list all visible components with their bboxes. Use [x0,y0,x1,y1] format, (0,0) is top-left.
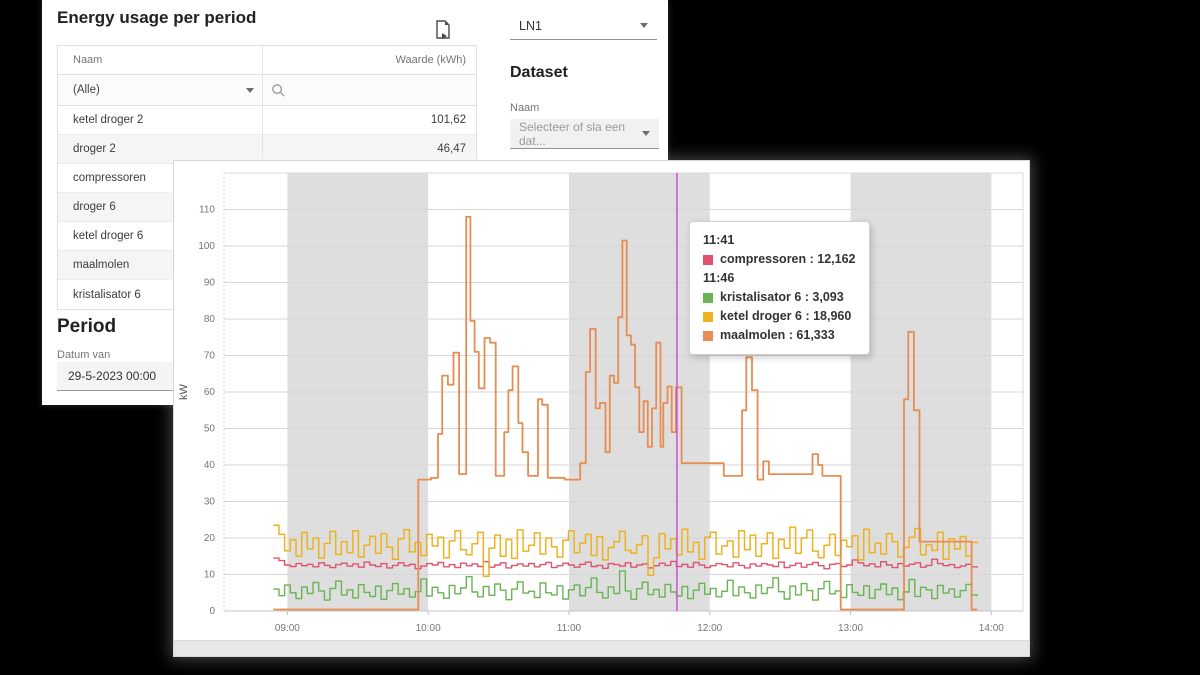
y-tick-label: 20 [204,533,216,544]
y-tick-label: 70 [204,351,216,362]
energy-usage-chart[interactable]: 0 10 20 30 40 50 60 70 80 90 100 110 kW 09:00 10:00 11:… [174,165,1029,643]
column-header-waarde[interactable]: Waarde (kWh) [395,54,467,66]
naam-filter-value: (Alle) [73,84,100,96]
y-tick-label: 40 [204,460,216,471]
chart-window: 0 10 20 30 40 50 60 70 80 90 100 110 kW 09:00 10:00 11:… [173,160,1030,657]
y-tick-label: 50 [204,424,216,435]
tooltip-series-row: ketel droger 6 : 18,960 [703,307,856,326]
x-tick-label: 09:00 [275,623,300,634]
datum-van-value: 29-5-2023 00:00 [68,369,157,383]
tooltip-series-row: maalmolen : 61,333 [703,326,856,345]
tooltip-time: 11:46 [703,271,735,285]
export-button[interactable] [432,20,454,42]
tooltip-series-label: ketel droger 6 : 18,960 [720,309,852,323]
y-tick-label: 110 [199,205,215,216]
x-tick-label: 12:00 [697,623,722,634]
naam-filter-select[interactable]: (Alle) [58,75,263,105]
tooltip-time: 11:41 [703,233,735,247]
chevron-down-icon [640,23,648,28]
y-tick-label: 0 [209,606,215,617]
ln-select-value: LN1 [519,18,542,33]
y-tick-label: 60 [204,387,216,398]
series-maalmolen[interactable] [273,215,978,611]
table-row[interactable]: ketel droger 2 101,62 [58,106,476,135]
x-tick-label: 14:00 [979,623,1004,634]
series-color-swatch [703,254,713,265]
dataset-naam-label: Naam [510,102,540,114]
x-tick-label: 13:00 [838,623,863,634]
tooltip-series-row: compressoren : 12,162 [703,250,856,269]
ln-select[interactable]: LN1 [510,12,657,40]
series-compressoren[interactable] [273,557,978,570]
y-tick-label: 90 [204,278,216,289]
tooltip-series-label: compressoren : 12,162 [720,252,856,266]
series-color-swatch [703,292,713,303]
dataset-select-placeholder: Selecteer of sla een dat... [519,119,626,148]
chevron-down-icon [642,131,650,136]
export-icon [436,20,450,39]
series-kristalisator-6[interactable] [273,570,978,601]
y-tick-label: 30 [204,497,216,508]
row-naam: ketel droger 2 [58,106,263,134]
y-axis-title: kW [178,383,190,400]
period-heading: Period [57,316,117,337]
datum-van-label: Datum van [57,349,111,361]
dataset-select[interactable]: Selecteer of sla een dat... [510,119,659,149]
table-filter-row: (Alle) [58,75,476,106]
series-color-swatch [703,330,713,341]
series-color-swatch [703,311,713,322]
dataset-heading: Dataset [510,64,568,81]
row-waarde: 101,62 [430,114,466,126]
table-header-row: Naam Waarde (kWh) [58,46,476,75]
tooltip-series-label: maalmolen : 61,333 [720,328,835,342]
waarde-filter-input[interactable] [263,75,476,105]
series-ketel-droger-6[interactable] [273,524,978,578]
tooltip-series-label: kristalisator 6 : 3,093 [720,290,844,304]
row-waarde: 46,47 [437,143,466,155]
y-tick-label: 100 [198,241,215,252]
column-header-naam[interactable]: Naam [58,46,263,74]
row-naam: droger 2 [58,135,263,163]
y-tick-label: 80 [204,314,216,325]
page-title: Energy usage per period [57,8,257,27]
y-tick-label: 10 [204,570,216,581]
chart-window-footer [174,640,1029,656]
x-tick-label: 10:00 [416,623,441,634]
search-icon [272,83,285,97]
chevron-down-icon [246,87,254,93]
chart-tooltip: 11:41 compressoren : 12,162 11:46 kristalis… [689,221,870,355]
x-tick-label: 11:00 [557,623,582,634]
tooltip-series-row: kristalisator 6 : 3,093 [703,288,856,307]
